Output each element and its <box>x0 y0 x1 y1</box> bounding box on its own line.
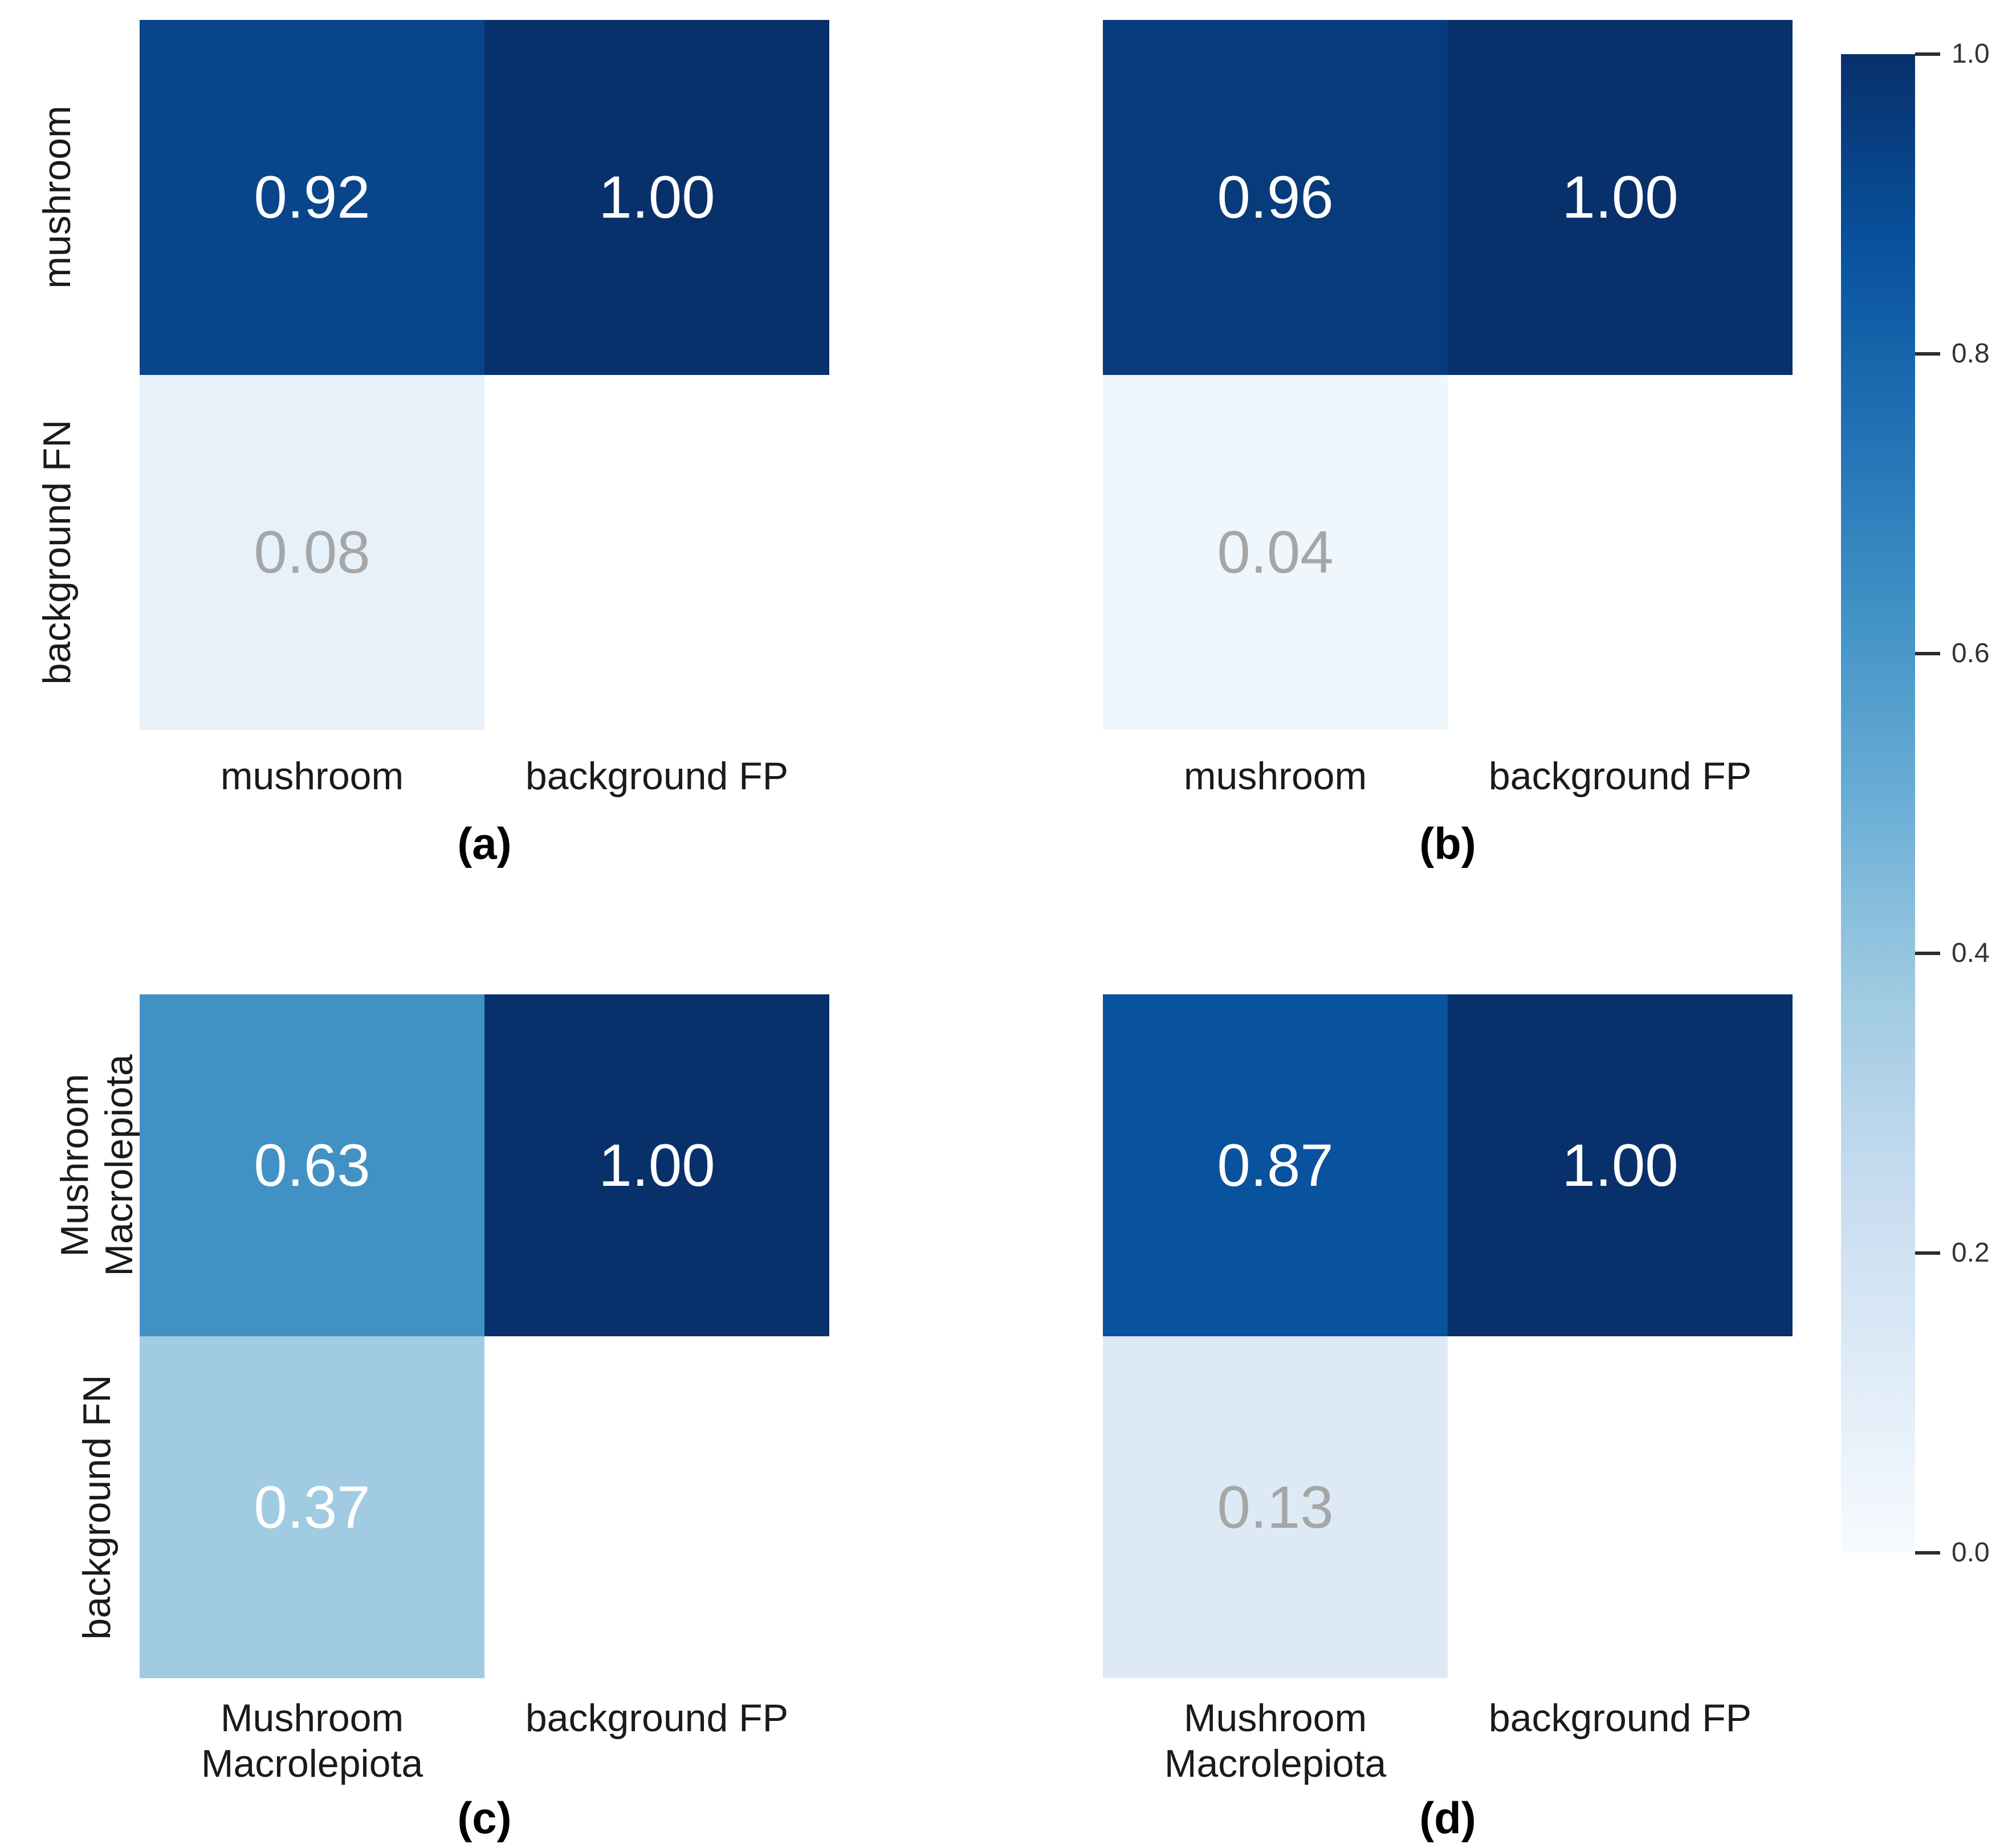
panel-d-x-axis-label-col0: Mushroom Macrolepiota <box>1164 1696 1387 1785</box>
panel-c-heatmap: 0.63 1.00 0.37 <box>140 994 829 1678</box>
heatmap-cell: 1.00 <box>484 20 829 375</box>
colorbar-tick <box>1915 352 1940 356</box>
colorbar-tick <box>1915 652 1940 655</box>
colorbar-tick <box>1915 1251 1940 1255</box>
heatmap-cell-masked <box>1448 1336 1793 1678</box>
heatmap-cell: 0.08 <box>140 375 484 730</box>
heatmap-cell-masked <box>1448 375 1793 730</box>
heatmap-cell: 1.00 <box>484 994 829 1336</box>
heatmap-cell-masked <box>484 375 829 730</box>
panel-c-x-axis-label-col0: Mushroom Macrolepiota <box>201 1696 423 1785</box>
colorbar-tick <box>1915 1551 1940 1555</box>
panel-a-caption: (a) <box>457 818 512 868</box>
heatmap-cell: 0.92 <box>140 20 484 375</box>
colorbar <box>1841 54 1915 1553</box>
heatmap-cell: 0.87 <box>1103 994 1448 1336</box>
panel-a-x-axis-label-col0: mushroom <box>220 754 404 798</box>
panel-c-y-axis-label-row0: Mushroom Macrolepiota <box>53 1054 141 1276</box>
heatmap-cell: 0.04 <box>1103 375 1448 730</box>
panel-d-heatmap: 0.87 1.00 0.13 <box>1103 994 1793 1678</box>
panel-a-x-axis-label-col1: background FP <box>525 754 789 798</box>
panel-a-y-axis-label-row0: mushroom <box>35 105 79 289</box>
colorbar-tick-label: 0.2 <box>1952 1238 1990 1268</box>
panel-a-y-axis-label-row1: background FN <box>35 419 79 685</box>
colorbar-tick <box>1915 52 1940 56</box>
heatmap-cell: 0.63 <box>140 994 484 1336</box>
colorbar-tick-label: 1.0 <box>1952 39 1990 69</box>
panel-b-x-axis-label-col1: background FP <box>1488 754 1752 798</box>
panel-d-caption: (d) <box>1419 1793 1476 1843</box>
heatmap-cell: 1.00 <box>1448 994 1793 1336</box>
heatmap-cell: 0.37 <box>140 1336 484 1678</box>
panel-c-x-axis-label-col1: background FP <box>525 1696 789 1740</box>
heatmap-cell-masked <box>484 1336 829 1678</box>
colorbar-tick-label: 0.6 <box>1952 638 1990 668</box>
panel-c-y-axis-label-row1: background FN <box>75 1374 119 1640</box>
colorbar-tick <box>1915 952 1940 955</box>
panel-a-heatmap: 0.92 1.00 0.08 <box>140 20 829 730</box>
panel-b-x-axis-label-col0: mushroom <box>1183 754 1367 798</box>
panel-d-x-axis-label-col1: background FP <box>1488 1696 1752 1740</box>
panel-b-caption: (b) <box>1419 818 1476 868</box>
heatmap-cell: 0.96 <box>1103 20 1448 375</box>
panel-c-caption: (c) <box>457 1793 512 1843</box>
colorbar-tick-label: 0.8 <box>1952 338 1990 369</box>
colorbar-tick-label: 0.4 <box>1952 938 1990 968</box>
colorbar-tick-label: 0.0 <box>1952 1537 1990 1568</box>
panel-b-heatmap: 0.96 1.00 0.04 <box>1103 20 1793 730</box>
heatmap-cell: 0.13 <box>1103 1336 1448 1678</box>
heatmap-cell: 1.00 <box>1448 20 1793 375</box>
